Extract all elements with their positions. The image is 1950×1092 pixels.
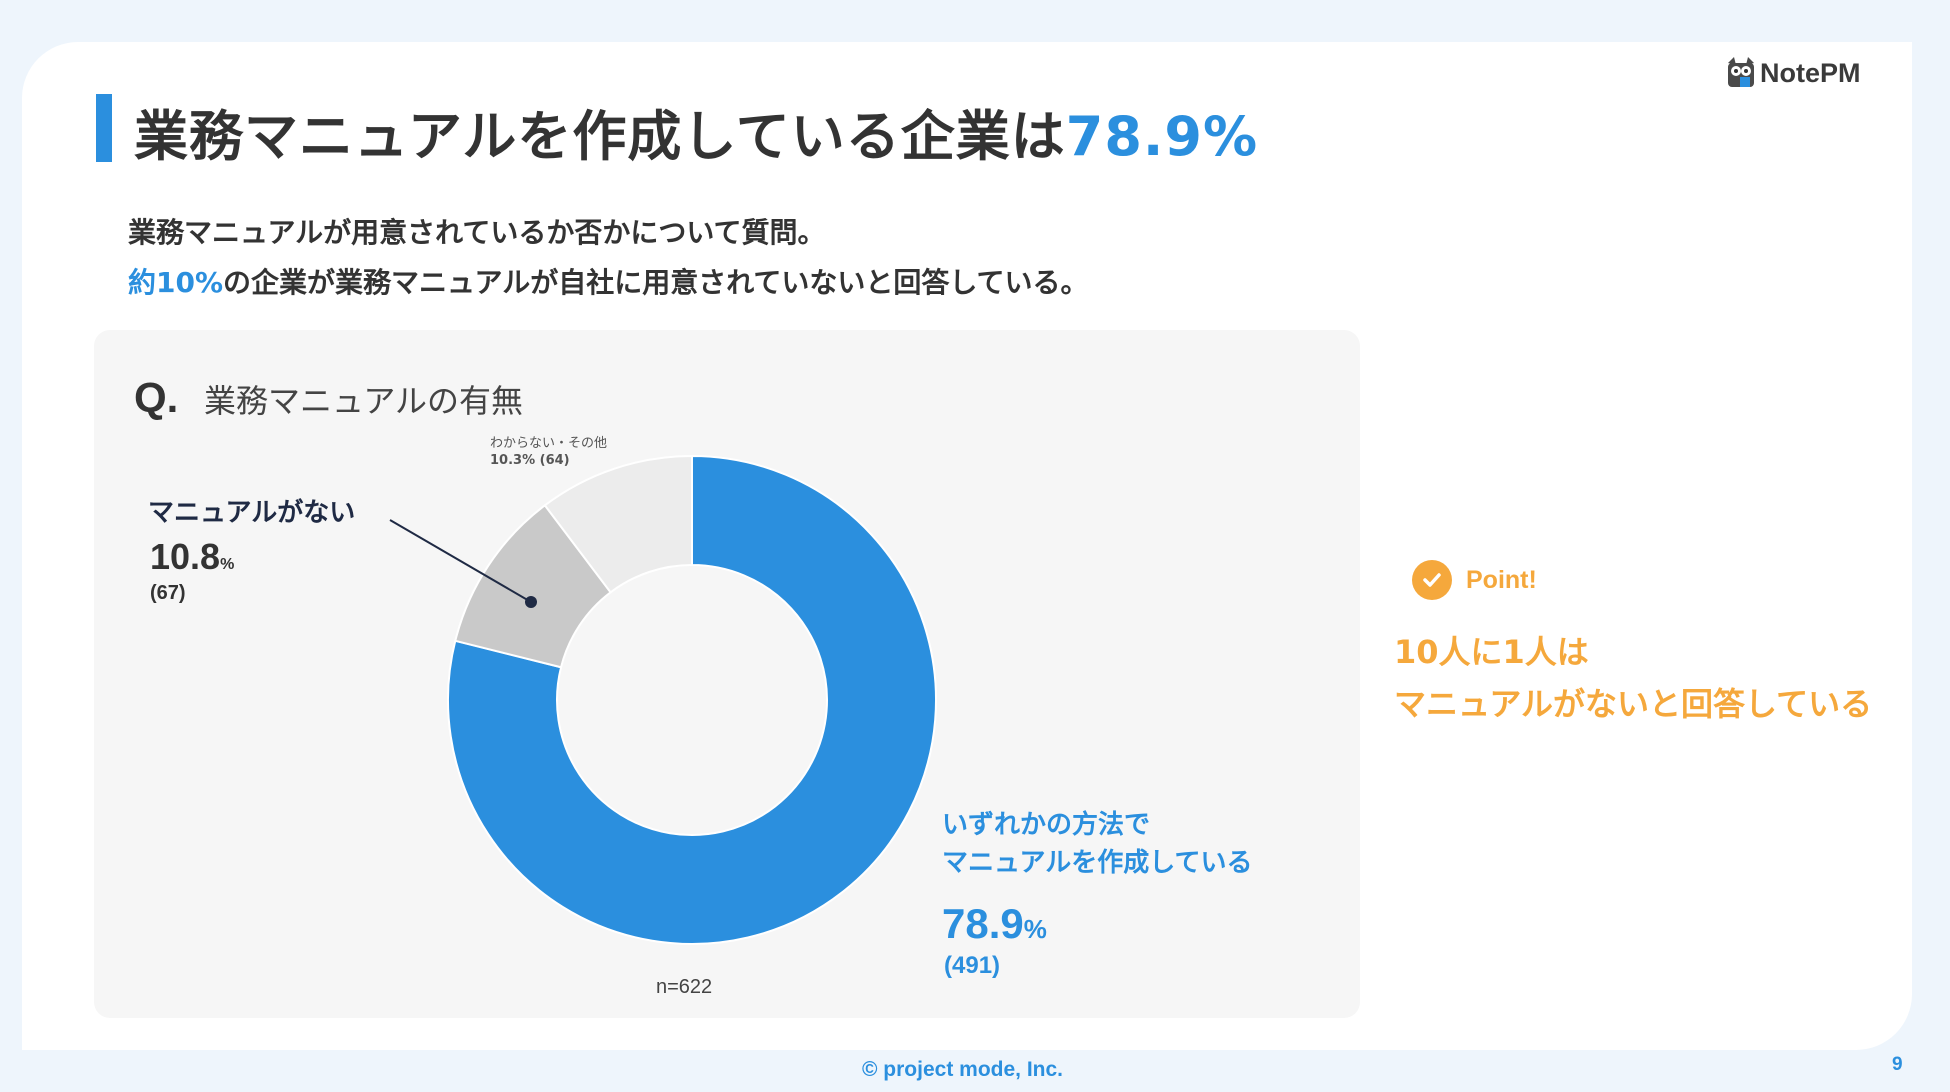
none-pct-unit: % — [220, 556, 235, 573]
footer-copyright: © project mode, Inc. — [862, 1058, 1064, 1081]
point-label: Point! — [1466, 565, 1537, 594]
lead-text: 業務マニュアルが用意されているか否かについて質問。 約10%の企業が業務マニュア… — [128, 208, 1089, 308]
lead-line-2-rest: の企業が業務マニュアルが自社に用意されていないと回答している。 — [223, 266, 1089, 299]
brand-logo: NotePM — [1726, 56, 1861, 90]
logo-text: NotePM — [1760, 57, 1861, 88]
made-name-line-2: マニュアルを作成している — [942, 848, 1253, 878]
made-pct-unit: % — [1023, 914, 1047, 944]
title-accent-bar — [96, 94, 112, 162]
point-line-1: 10人に1人は — [1394, 633, 1589, 671]
page-title: 業務マニュアルを作成している企業は78.9% — [134, 92, 1258, 171]
lead-line-2: 約10%の企業が業務マニュアルが自社に用意されていないと回答している。 — [128, 258, 1089, 308]
slice-other — [543, 454, 693, 594]
question-prefix: Q. — [134, 374, 179, 421]
title-main: 業務マニュアルを作成している企業は — [134, 105, 1066, 168]
none-pct-value: 10.8 — [150, 536, 221, 577]
slice-label-none-name: マニュアルがない — [148, 498, 356, 528]
slice-label-made-count: (491) — [944, 952, 1001, 979]
owl-logo-icon — [1728, 57, 1754, 87]
question-text: 業務マニュアルの有無 — [204, 382, 524, 420]
leader-dot — [525, 596, 537, 608]
slice-made — [447, 454, 937, 945]
check-circle-icon — [1412, 560, 1452, 600]
title-accent: 78.9% — [1065, 105, 1259, 168]
slice-label-made-name: いずれかの方法で マニュアルを作成している — [942, 806, 1252, 882]
donut-slices — [447, 454, 937, 945]
page-number: 9 — [1892, 1054, 1903, 1075]
slice-label-made-pct: 78.9% — [942, 900, 1047, 948]
leader-line — [389, 519, 532, 603]
slice-label-other-name: わからない・その他 — [490, 436, 608, 451]
slice-label-other-value: 10.3% (64) — [490, 453, 570, 468]
point-message: 10人に1人は マニュアルがないと回答している — [1394, 626, 1872, 730]
made-name-line-1: いずれかの方法で — [942, 810, 1151, 840]
point-line-2: マニュアルがないと回答している — [1394, 685, 1873, 723]
point-badge: Point! — [1412, 560, 1537, 600]
sample-size: n=622 — [656, 976, 713, 998]
lead-highlight: 約10% — [128, 266, 224, 299]
lead-line-1: 業務マニュアルが用意されているか否かについて質問。 — [128, 216, 826, 249]
made-pct-value: 78.9 — [942, 900, 1024, 947]
slice-label-none-pct: 10.8% — [150, 536, 234, 578]
slice-label-none-count: (67) — [150, 582, 186, 604]
